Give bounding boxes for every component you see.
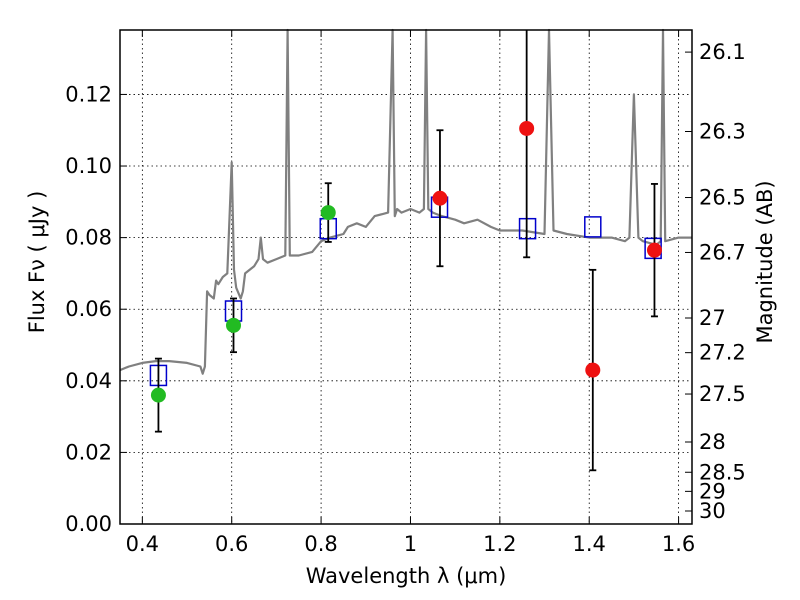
plot-area (119, 28, 692, 472)
y2-tick-label: 26.5 (699, 186, 746, 210)
y2-tick-label: 27.5 (699, 382, 746, 406)
y2-tick-label: 26.3 (699, 119, 746, 143)
y2-tick-label: 26.7 (699, 240, 746, 264)
x-tick-label: 1.4 (573, 532, 606, 556)
x-tick-label: 0.6 (215, 532, 248, 556)
y2-tick-label: 26.1 (699, 40, 746, 64)
x-tick-label: 1.2 (483, 532, 516, 556)
y-axis-title: Flux Fν ( μJy ) (25, 191, 49, 334)
y2-tick-label: 27.2 (699, 341, 746, 365)
x-tick-label: 0.4 (126, 532, 159, 556)
x-tick-label: 1 (404, 532, 417, 556)
x-axis-title: Wavelength λ (μm) (306, 564, 507, 588)
x-tick-label: 1.6 (662, 532, 695, 556)
y-tick-label: 0.04 (65, 369, 112, 393)
y-tick-label: 0.02 (65, 440, 112, 464)
y2-tick-label: 27 (699, 306, 726, 330)
y-tick-label: 0.10 (65, 154, 112, 178)
plot-frame (119, 29, 693, 525)
green-point (226, 317, 242, 333)
y2-axis-title: Magnitude (AB) (753, 180, 777, 343)
y2-tick-label: 28.5 (699, 460, 746, 484)
y-tick-label: 0.08 (65, 226, 112, 250)
y2-tick-label: 28 (699, 430, 726, 454)
y-tick-label: 0.06 (65, 297, 112, 321)
grid (120, 30, 692, 525)
model-square (584, 216, 602, 238)
y-tick-label: 0.00 (65, 512, 112, 536)
x-tick-label: 0.8 (304, 532, 337, 556)
y-tick-label: 0.12 (65, 82, 112, 106)
red-point (585, 362, 601, 378)
green-point (150, 387, 166, 403)
red-point (432, 190, 448, 206)
green-point (320, 205, 336, 221)
red-point (519, 120, 535, 136)
spectrum-line (119, 28, 692, 375)
red-point (646, 242, 662, 258)
axes: 0.4 0.6 0.8 1 1.2 1.4 1.6 0.00 0.02 0.04 0.06 0.08 0… (65, 30, 746, 556)
y2-tick-label: 29 (699, 479, 726, 503)
y2-tick-label: 30 (699, 499, 726, 523)
